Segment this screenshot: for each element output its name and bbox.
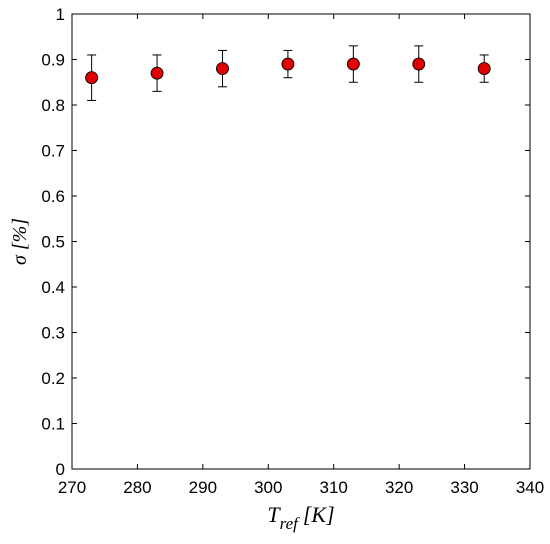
data-point [477,62,491,76]
y-tick-label: 0.7 [41,142,65,161]
y-tick-label: 0.3 [41,324,65,343]
y-tick-label: 0.2 [41,369,65,388]
x-tick-label: 340 [516,478,544,497]
marks-layer [85,45,491,101]
y-tick-label: 0.1 [41,415,65,434]
y-axis-title: σ [%] [9,218,31,265]
y-tick-label: 0.5 [41,233,65,252]
y-tick-label: 1 [56,5,65,24]
y-tick-label: 0 [56,460,65,479]
y-tick-label: 0.4 [41,278,65,297]
x-axis-title-main: T [267,502,281,527]
x-tick-label: 330 [450,478,478,497]
data-point [150,66,164,80]
x-tick-label: 300 [254,478,282,497]
x-tick-label: 290 [189,478,217,497]
x-axis-title-subscript: ref [280,514,301,533]
plot-area-frame [71,13,531,470]
data-point [281,57,295,71]
data-point [412,57,426,71]
ticks-layer: 270 280 290 300 310 320 330 340 0 0.1 0.2 0.3 0.4 0.5… [41,5,544,497]
y-axis-title-main: σ [9,254,31,265]
x-axis-title-unit: [K] [303,502,335,527]
y-axis-title-unit: [%] [9,218,31,250]
x-tick-label: 320 [385,478,413,497]
y-tick-label: 0.8 [41,96,65,115]
x-tick-label: 270 [58,478,86,497]
data-point [346,57,360,71]
x-tick-label: 310 [320,478,348,497]
x-axis-title: Tref [K] [267,502,334,533]
data-point [216,62,229,76]
x-tick-label: 280 [123,478,151,497]
y-tick-label: 0.6 [41,187,65,206]
y-tick-label: 0.9 [41,51,65,70]
data-point [85,71,99,85]
